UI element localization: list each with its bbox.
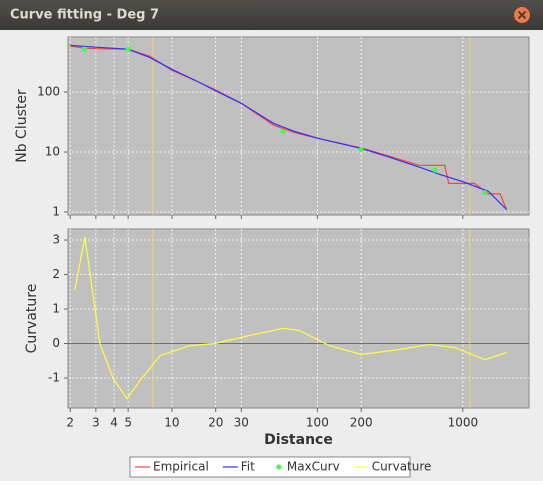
plot-area [67, 228, 530, 409]
series-line [70, 44, 508, 210]
title-bar [0, 0, 543, 30]
max-curv-point [280, 129, 286, 135]
max-curv-point [482, 190, 488, 196]
y-tick-label: 0 [52, 336, 60, 350]
legend-label: MaxCurv [287, 460, 340, 474]
x-tick-label: 200 [350, 416, 373, 430]
x-tick-label: 2 [66, 416, 74, 430]
x-tick-label: 3 [92, 416, 100, 430]
x-axis-label: Distance [264, 432, 333, 448]
x-tick-label: 4 [110, 416, 118, 430]
max-curv-point [432, 167, 438, 173]
window-title: Curve fitting - Deg 7 [10, 8, 159, 23]
y-tick-label: 1 [52, 204, 60, 218]
y-tick-label: 2 [52, 267, 60, 281]
x-tick-label: 100 [306, 416, 329, 430]
max-curv-point [81, 46, 87, 52]
legend [129, 456, 411, 478]
x-tick-label: 5 [124, 416, 132, 430]
max-curv-point [125, 46, 131, 52]
x-tick-label: 1000 [448, 416, 479, 430]
legend-label: Fit [241, 460, 255, 474]
legend-swatch [276, 464, 282, 470]
legend-label: Empirical [153, 460, 209, 474]
legend-label: Curvature [372, 460, 432, 474]
y-tick-label: 10 [45, 145, 60, 159]
close-button[interactable] [514, 7, 530, 23]
x-tick-label: 20 [208, 416, 223, 430]
x-tick-label: 30 [234, 416, 249, 430]
y-axis-label: Curvature [24, 284, 40, 354]
y-tick-label: 1 [52, 302, 60, 316]
series-line [74, 236, 507, 400]
y-axis-label: Nb Cluster [14, 89, 30, 163]
max-curv-point [358, 147, 364, 153]
x-tick-label: 10 [164, 416, 179, 430]
y-tick-label: 3 [52, 233, 60, 247]
y-tick-label: 100 [37, 85, 60, 99]
y-tick-label: -1 [48, 370, 60, 384]
plot-area [67, 36, 530, 216]
